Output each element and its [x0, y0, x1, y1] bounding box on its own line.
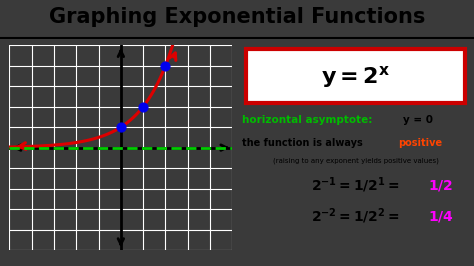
Point: [117, 125, 125, 129]
Text: the function is always: the function is always: [242, 138, 366, 148]
Text: $\mathbf{2^{-1} = 1/2^{1} = }$: $\mathbf{2^{-1} = 1/2^{1} = }$: [311, 176, 400, 195]
Text: (raising to any exponent yields positive values): (raising to any exponent yields positive…: [273, 158, 438, 164]
Text: Graphing Exponential Functions: Graphing Exponential Functions: [49, 7, 425, 27]
Point: [162, 64, 169, 68]
Text: y = 0: y = 0: [403, 115, 433, 125]
Text: $\mathbf{2^{-2} = 1/2^{2} = }$: $\mathbf{2^{-2} = 1/2^{2} = }$: [311, 206, 400, 226]
Text: $\mathbf{y = 2^x}$: $\mathbf{y = 2^x}$: [321, 64, 390, 90]
Text: $\mathbf{1/2}$: $\mathbf{1/2}$: [428, 178, 453, 193]
Text: $\mathbf{1/4}$: $\mathbf{1/4}$: [428, 209, 454, 224]
Bar: [246, 49, 465, 103]
Point: [139, 105, 147, 109]
Text: positive: positive: [398, 138, 442, 148]
Text: horizontal asymptote:: horizontal asymptote:: [242, 115, 376, 125]
